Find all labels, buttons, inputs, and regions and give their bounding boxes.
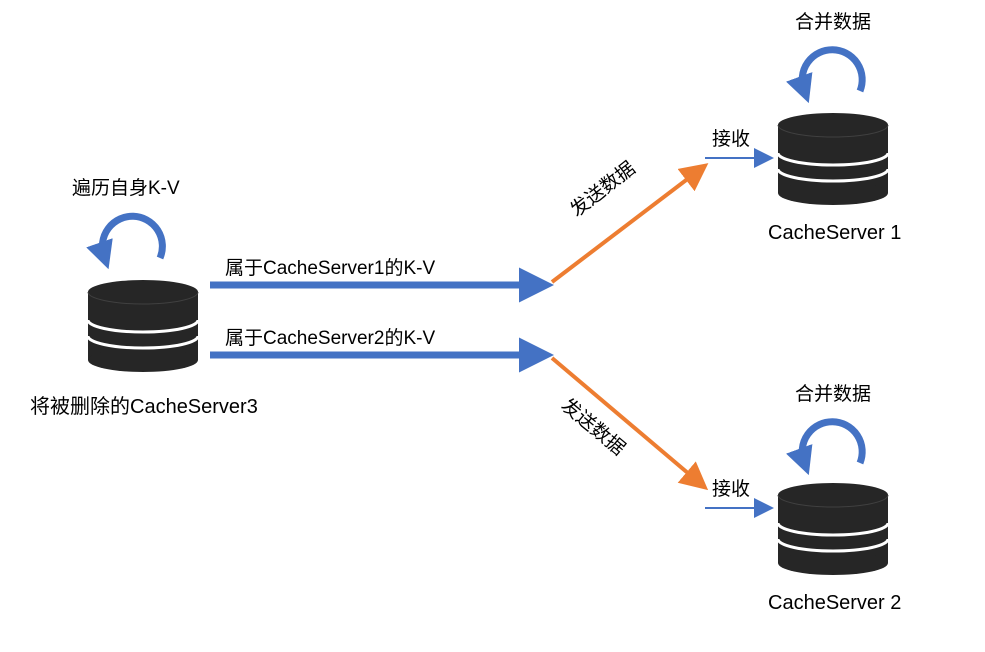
edge-recv1-label: 接收 [712, 124, 750, 151]
loop-server1-label: 合并数据 [795, 7, 871, 34]
server3-caption: 将被删除的CacheServer3 [30, 390, 258, 419]
edge-kv2-label: 属于CacheServer2的K-V [225, 323, 435, 350]
server3-node [88, 280, 198, 372]
server2-caption: CacheServer 2 [768, 592, 901, 615]
edge-recv2-label: 接收 [712, 474, 750, 501]
edge-kv1-label: 属于CacheServer1的K-V [225, 253, 435, 280]
loop-server3-label: 遍历自身K-V [72, 173, 180, 200]
server1-node [778, 113, 888, 205]
edge-send1-label: 发送数据 [564, 154, 641, 222]
diagram-svg [0, 0, 985, 652]
loop-server3-arrow [102, 216, 162, 258]
edge-send2-label: 发送数据 [556, 391, 632, 461]
server1-caption: CacheServer 1 [768, 222, 901, 245]
server2-node [778, 483, 888, 575]
loop-server2-label: 合并数据 [795, 379, 871, 406]
loop-server1-arrow [802, 50, 862, 91]
diagram-canvas: 将被删除的CacheServer3 CacheServer 1 CacheSer… [0, 0, 985, 652]
loop-server2-arrow [802, 422, 862, 463]
